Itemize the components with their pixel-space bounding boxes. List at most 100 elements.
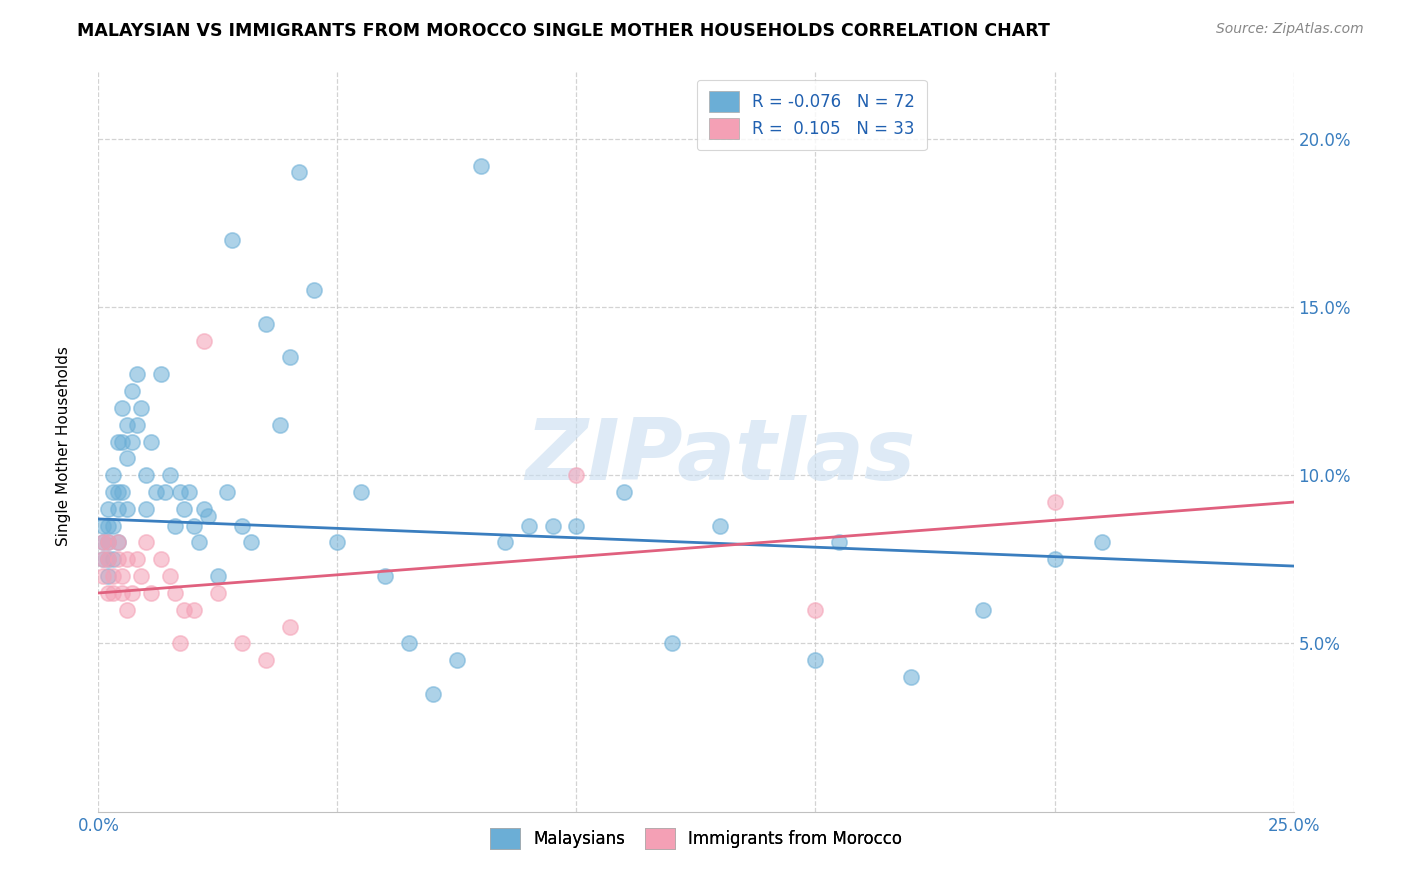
- Point: [828, 535, 851, 549]
- Point: [269, 417, 291, 432]
- Point: [565, 468, 588, 483]
- Point: [111, 569, 134, 583]
- Point: [101, 586, 124, 600]
- Point: [91, 552, 114, 566]
- Point: [107, 434, 129, 449]
- Point: [207, 586, 229, 600]
- Point: [91, 535, 114, 549]
- Point: [159, 569, 181, 583]
- Point: [231, 636, 253, 650]
- Point: [97, 518, 120, 533]
- Point: [1043, 552, 1066, 566]
- Point: [972, 603, 994, 617]
- Point: [97, 552, 120, 566]
- Point: [97, 535, 120, 549]
- Point: [101, 468, 124, 483]
- Point: [135, 501, 157, 516]
- Point: [107, 535, 129, 549]
- Point: [145, 485, 167, 500]
- Text: Single Mother Households: Single Mother Households: [56, 346, 70, 546]
- Point: [91, 518, 114, 533]
- Point: [101, 485, 124, 500]
- Point: [111, 586, 134, 600]
- Point: [97, 501, 120, 516]
- Point: [183, 603, 205, 617]
- Point: [91, 535, 114, 549]
- Point: [131, 569, 153, 583]
- Point: [709, 518, 731, 533]
- Point: [101, 552, 124, 566]
- Point: [115, 501, 138, 516]
- Point: [121, 586, 143, 600]
- Point: [139, 434, 162, 449]
- Point: [278, 619, 301, 633]
- Point: [97, 552, 120, 566]
- Point: [125, 552, 148, 566]
- Point: [326, 535, 349, 549]
- Point: [804, 603, 827, 617]
- Point: [613, 485, 636, 500]
- Point: [149, 552, 172, 566]
- Point: [121, 384, 143, 398]
- Point: [107, 485, 129, 500]
- Point: [254, 653, 277, 667]
- Text: Source: ZipAtlas.com: Source: ZipAtlas.com: [1216, 22, 1364, 37]
- Point: [111, 401, 134, 415]
- Point: [254, 317, 277, 331]
- Point: [125, 368, 148, 382]
- Point: [221, 233, 243, 247]
- Point: [149, 368, 172, 382]
- Point: [111, 485, 134, 500]
- Text: ZIPatlas: ZIPatlas: [524, 415, 915, 498]
- Text: MALAYSIAN VS IMMIGRANTS FROM MOROCCO SINGLE MOTHER HOUSEHOLDS CORRELATION CHART: MALAYSIAN VS IMMIGRANTS FROM MOROCCO SIN…: [77, 22, 1050, 40]
- Point: [350, 485, 373, 500]
- Point: [661, 636, 683, 650]
- Point: [900, 670, 922, 684]
- Point: [135, 468, 157, 483]
- Point: [135, 535, 157, 549]
- Point: [111, 434, 134, 449]
- Point: [101, 569, 124, 583]
- Point: [97, 586, 120, 600]
- Point: [101, 518, 124, 533]
- Point: [107, 552, 129, 566]
- Point: [470, 159, 492, 173]
- Point: [193, 334, 215, 348]
- Point: [173, 501, 195, 516]
- Point: [179, 485, 201, 500]
- Point: [163, 518, 186, 533]
- Point: [1043, 495, 1066, 509]
- Point: [169, 485, 191, 500]
- Point: [1091, 535, 1114, 549]
- Point: [278, 351, 301, 365]
- Point: [115, 417, 138, 432]
- Point: [91, 552, 114, 566]
- Point: [125, 417, 148, 432]
- Point: [398, 636, 420, 650]
- Point: [155, 485, 177, 500]
- Point: [183, 518, 205, 533]
- Point: [173, 603, 195, 617]
- Point: [139, 586, 162, 600]
- Point: [207, 569, 229, 583]
- Point: [288, 165, 311, 179]
- Point: [197, 508, 219, 523]
- Point: [217, 485, 239, 500]
- Point: [517, 518, 540, 533]
- Point: [240, 535, 263, 549]
- Point: [107, 501, 129, 516]
- Point: [422, 687, 444, 701]
- Point: [97, 569, 120, 583]
- Point: [121, 434, 143, 449]
- Point: [187, 535, 209, 549]
- Point: [231, 518, 253, 533]
- Point: [97, 535, 120, 549]
- Point: [302, 283, 325, 297]
- Point: [494, 535, 516, 549]
- Point: [131, 401, 153, 415]
- Point: [565, 518, 588, 533]
- Point: [159, 468, 181, 483]
- Point: [193, 501, 215, 516]
- Point: [169, 636, 191, 650]
- Point: [446, 653, 468, 667]
